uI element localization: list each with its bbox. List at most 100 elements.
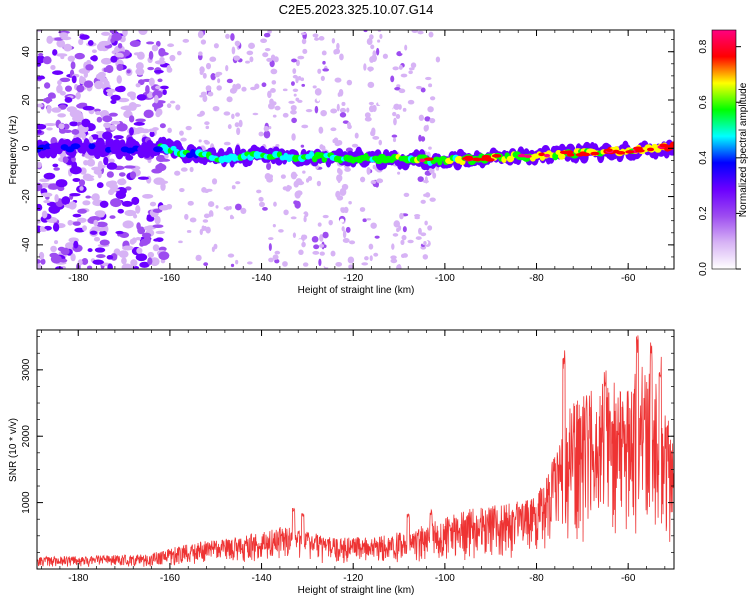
noise-blob <box>152 224 164 228</box>
noise-blob <box>72 213 82 218</box>
sparse-blob <box>400 48 405 54</box>
noise-blob <box>155 40 161 47</box>
streak-blob <box>339 112 347 118</box>
streak-blob <box>322 68 330 72</box>
noise-blob <box>105 88 116 93</box>
sparse-blob <box>219 208 224 212</box>
noise-blob <box>117 208 124 214</box>
sparse-blob <box>167 127 172 134</box>
streak-blob <box>235 112 240 117</box>
noise-blob <box>37 129 42 134</box>
noise-blob <box>55 179 68 188</box>
streak-blob <box>268 126 272 130</box>
sparse-blob <box>344 167 351 172</box>
sparse-blob <box>229 214 234 220</box>
sparse-blob <box>379 33 383 39</box>
streak-blob <box>264 173 272 180</box>
noise-blob <box>148 50 154 60</box>
ridge-peak <box>538 152 545 157</box>
sparse-blob <box>297 180 305 186</box>
streak-blob <box>200 39 207 45</box>
ridge-peak <box>424 157 434 161</box>
sparse-blob <box>199 95 204 98</box>
streak-blob <box>273 56 279 63</box>
noise-blob <box>158 158 171 162</box>
noise-blob <box>130 259 138 267</box>
noise-blob <box>131 237 137 244</box>
noise-blob <box>110 37 116 43</box>
x-tick-label: -180 <box>68 573 88 584</box>
noise-blob <box>86 265 93 269</box>
sparse-blob <box>339 218 345 223</box>
x-tick-label: -160 <box>160 273 180 284</box>
sparse-blob <box>295 97 300 102</box>
noise-blob <box>103 122 111 129</box>
ridge-peak <box>523 154 532 159</box>
y-tick-label: 0 <box>21 145 32 151</box>
sparse-blob <box>391 243 395 250</box>
noise-blob <box>58 104 67 110</box>
streak-blob <box>203 213 210 219</box>
sparse-blob <box>248 42 256 49</box>
noise-blob <box>117 97 130 103</box>
y-tick-label: -20 <box>21 189 32 204</box>
streak-blob <box>336 195 344 201</box>
streak-blob <box>366 38 373 45</box>
noise-blob <box>77 259 83 266</box>
streak-blob <box>230 263 235 268</box>
noise-blob <box>121 263 133 269</box>
ridge-peak <box>464 157 474 161</box>
streak-blob <box>341 101 346 107</box>
sparse-blob <box>180 137 187 142</box>
noise-blob <box>129 40 141 48</box>
noise-blob <box>97 213 105 218</box>
sparse-blob <box>204 121 210 126</box>
sparse-blob <box>179 187 185 193</box>
sparse-blob <box>207 201 215 208</box>
streak-blob <box>269 59 275 68</box>
sparse-blob <box>429 117 436 124</box>
noise-blob <box>138 30 148 35</box>
noise-blob <box>59 77 71 83</box>
sparse-blob <box>312 250 320 255</box>
noise-blob <box>89 230 98 235</box>
noise-blob <box>158 162 164 169</box>
streak-blob <box>363 63 367 71</box>
noise-blob <box>95 227 106 232</box>
noise-blob <box>97 71 106 78</box>
sparse-blob <box>268 237 274 241</box>
streak-blob <box>314 105 319 114</box>
streak-blob <box>423 125 429 132</box>
sparse-blob <box>184 213 189 220</box>
sparse-blob <box>211 246 215 253</box>
ridge-peak <box>581 152 591 157</box>
y-tick-label: 20 <box>21 94 32 106</box>
noise-blob <box>117 85 126 92</box>
sparse-blob <box>330 108 338 114</box>
sparse-blob <box>169 100 176 104</box>
sparse-blob <box>211 178 218 185</box>
sparse-blob <box>377 39 381 43</box>
noise-blob <box>52 70 64 75</box>
sparse-blob <box>318 243 325 248</box>
noise-blob <box>127 91 136 98</box>
noise-blob <box>93 219 99 227</box>
noise-blob <box>110 120 121 125</box>
streak-blob <box>205 85 212 92</box>
streak-blob <box>404 44 408 51</box>
noise-blob <box>149 131 155 138</box>
noise-blob <box>54 194 59 203</box>
x-tick-label: -120 <box>343 573 363 584</box>
noise-blob <box>129 127 134 136</box>
streak-blob <box>420 232 427 237</box>
spectrogram-marks <box>37 30 674 269</box>
noise-blob <box>106 91 113 97</box>
sparse-blob <box>403 192 410 197</box>
streak-blob <box>394 86 401 91</box>
ridge-peak <box>605 148 613 152</box>
streak-blob <box>301 241 306 248</box>
ridge-peak <box>559 150 570 155</box>
snr-y-label: SNR (10 * v/v) <box>8 418 19 482</box>
streak-blob <box>393 117 397 126</box>
streak-blob <box>227 124 232 130</box>
